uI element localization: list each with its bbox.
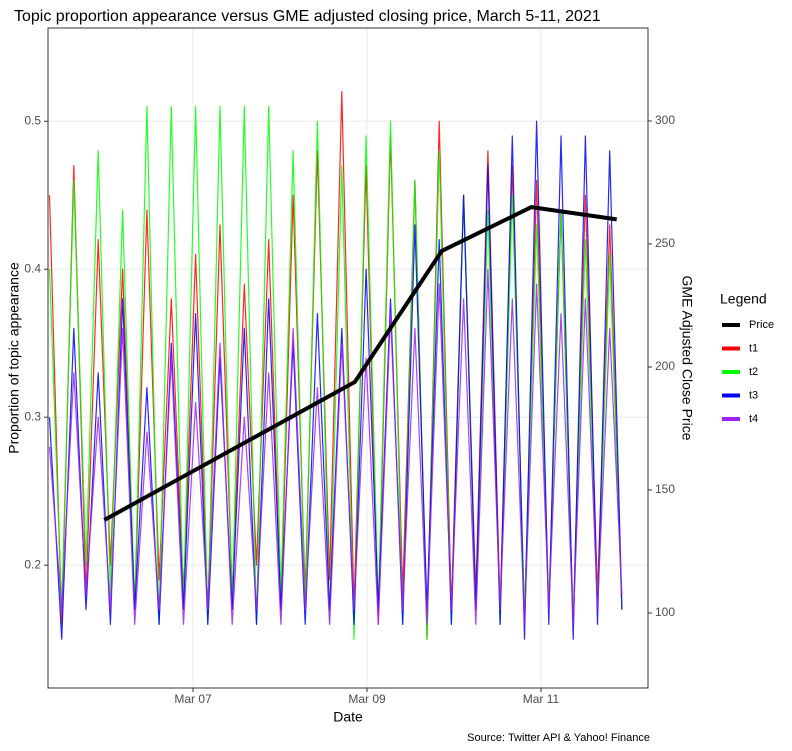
y-axis-title: Proportion of topic appearance (6, 262, 22, 454)
legend-label: t3 (749, 389, 758, 401)
y2-tick-label: 150 (655, 482, 675, 496)
caption: Source: Twitter API & Yahoo! Finance (467, 732, 650, 744)
plot-border (47, 27, 649, 689)
y2-axis-title: GME Adjusted Close Price (679, 276, 695, 441)
x-tick-label: Mar 11 (523, 692, 560, 706)
y2-tick-label: 200 (655, 359, 675, 373)
y-tick-label: 0.5 (24, 113, 41, 127)
legend-title: Legend (720, 291, 767, 307)
chart-title: Topic proportion appearance versus GME a… (14, 8, 601, 25)
legend-label: t1 (749, 342, 758, 354)
price-line (103, 205, 617, 522)
y2-tick-label: 300 (655, 113, 675, 127)
y-tick-label: 0.4 (24, 261, 41, 275)
legend-label: t2 (749, 366, 758, 378)
y2-tick-label: 100 (655, 605, 675, 619)
y-tick-label: 0.2 (24, 557, 41, 571)
x-axis-title: Date (333, 709, 363, 725)
topic-line (48, 268, 623, 625)
legend-label: t4 (749, 413, 758, 425)
y-tick-label: 0.3 (24, 409, 41, 423)
y2-tick-label: 250 (655, 236, 675, 250)
legend-label: Price (749, 319, 774, 331)
x-tick-label: Mar 09 (348, 692, 386, 706)
x-tick-label: Mar 07 (174, 692, 212, 706)
